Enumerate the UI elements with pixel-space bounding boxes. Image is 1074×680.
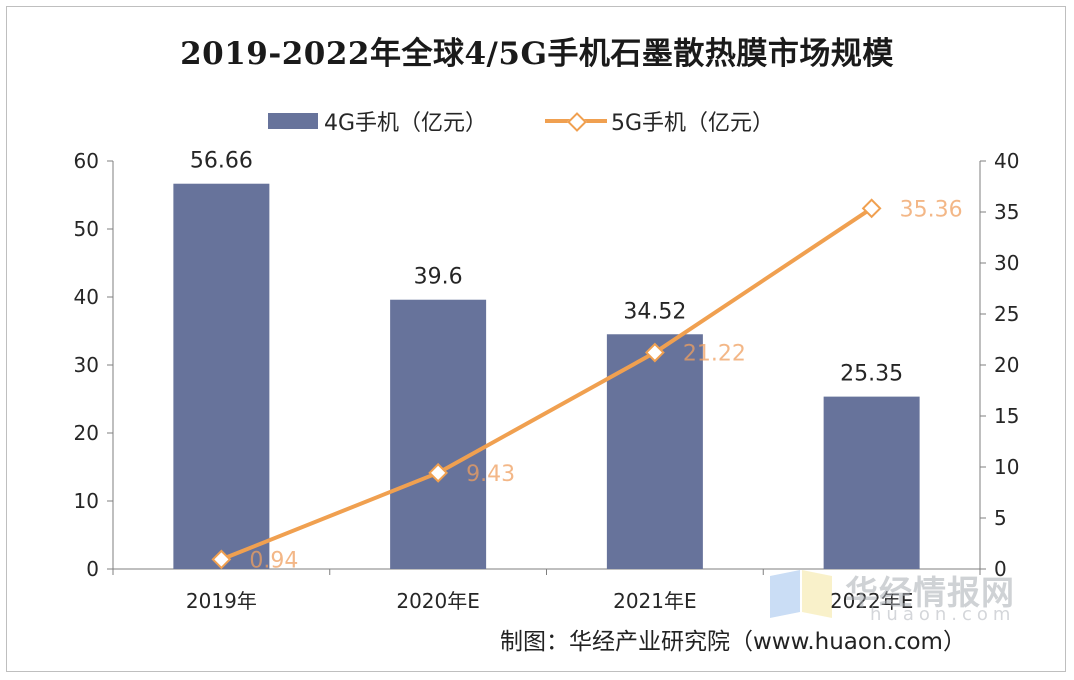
line-value-label: 0.94	[249, 548, 298, 573]
bar	[606, 334, 703, 569]
legend: 4G手机（亿元） 5G手机（亿元）	[0, 103, 1074, 139]
y-left-tick-label: 50	[74, 217, 99, 241]
bar-series	[173, 183, 920, 569]
y-right-tick-label: 15	[994, 404, 1019, 428]
bar	[173, 183, 270, 569]
watermark-logo-icon	[770, 570, 832, 618]
y-right-tick-label: 25	[994, 302, 1019, 326]
bar-value-label: 25.35	[840, 362, 903, 387]
line-value-label: 21.22	[683, 342, 746, 367]
bar-value-label: 34.52	[623, 299, 686, 324]
legend-item-5g: 5G手机（亿元）	[545, 103, 774, 139]
bar-value-label: 56.66	[190, 149, 253, 174]
line-value-label: 35.36	[900, 197, 963, 222]
line-value-label: 9.43	[466, 462, 515, 487]
line-marker	[861, 198, 882, 219]
line-marker	[428, 462, 449, 483]
y-left-tick-label: 0	[86, 557, 99, 581]
bar	[390, 299, 487, 569]
y-right-tick-label: 30	[994, 251, 1019, 275]
y-left-tick-label: 20	[74, 421, 99, 445]
bar	[823, 396, 920, 569]
legend-label-4g: 4G手机（亿元）	[324, 111, 488, 136]
line-series	[211, 198, 882, 570]
y-right-tick-label: 5	[994, 506, 1007, 530]
y-right-tick-label: 40	[994, 149, 1019, 173]
bar-value-label: 39.6	[414, 265, 463, 290]
y-left-tick-label: 30	[74, 353, 99, 377]
y-right-tick-label: 0	[994, 557, 1007, 581]
x-tick-label: 2020年E	[396, 589, 480, 613]
line-marker	[644, 342, 665, 363]
line-marker	[211, 549, 232, 570]
y-right-tick-label: 10	[994, 455, 1019, 479]
y-right-tick-label: 20	[994, 353, 1019, 377]
x-tick-label: 2019年	[186, 589, 257, 613]
watermark-text: 华经情报网	[845, 573, 1015, 612]
data-labels: 56.66 39.6 34.52 25.35 0.94 9.43 21.22 35.36	[190, 149, 963, 574]
legend-swatch-bar	[268, 113, 318, 129]
legend-swatch-line	[545, 113, 607, 129]
y-left-tick-label: 60	[74, 149, 99, 173]
line-path	[220, 206, 873, 562]
x-tick-label: 2021年E	[613, 589, 697, 613]
y-left-tick-label: 10	[74, 489, 99, 513]
watermark-sub: huaon.com	[870, 604, 1016, 625]
y-left-tick-label: 40	[74, 285, 99, 309]
y-right-tick-label: 35	[994, 200, 1019, 224]
footer-credit: 制图：华经产业研究院（www.huaon.com）	[500, 629, 966, 655]
legend-label-5g: 5G手机（亿元）	[611, 111, 775, 136]
legend-item-4g: 4G手机（亿元）	[268, 103, 487, 139]
x-tick-label: 2022年E	[830, 589, 914, 613]
chart-title: 2019-2022年全球4/5G手机石墨散热膜市场规模	[180, 36, 894, 72]
